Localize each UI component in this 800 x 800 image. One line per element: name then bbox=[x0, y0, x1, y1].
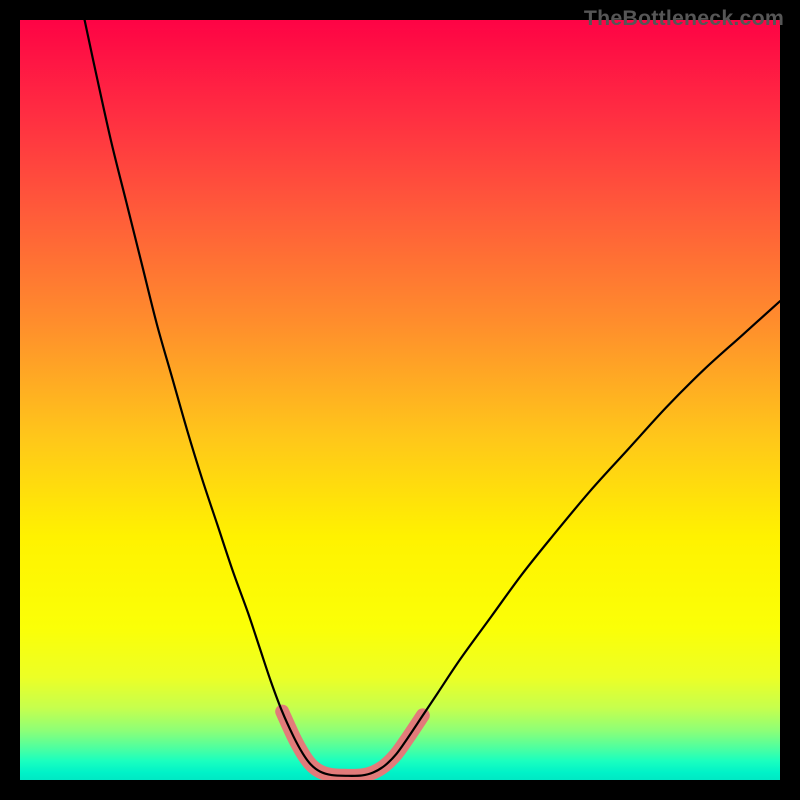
watermark-text: TheBottleneck.com bbox=[584, 6, 784, 31]
plot-area bbox=[20, 20, 780, 780]
bottleneck-chart-svg bbox=[0, 0, 800, 800]
chart-stage: TheBottleneck.com bbox=[0, 0, 800, 800]
heatmap-gradient-rect bbox=[20, 20, 780, 780]
